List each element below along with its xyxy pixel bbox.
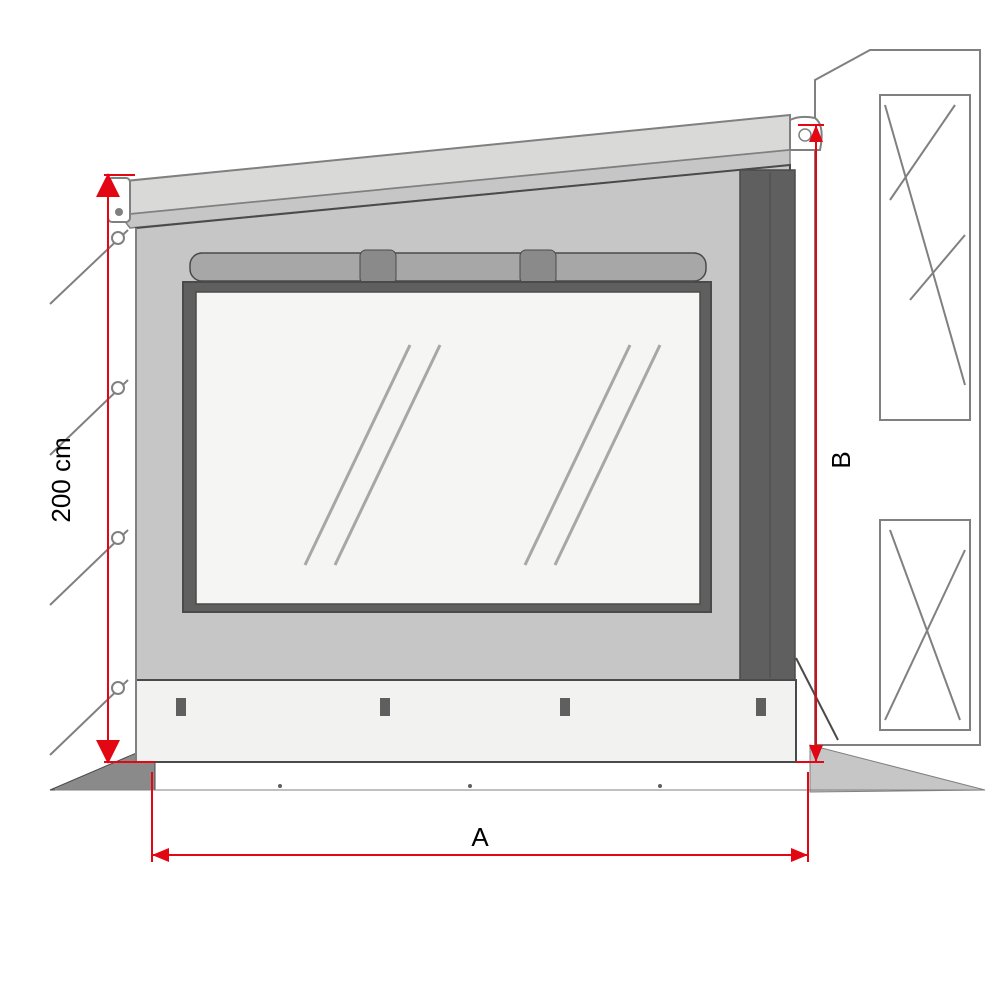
dimension-a: A <box>152 772 808 862</box>
skirt-flap-right <box>810 745 985 792</box>
roller-bar <box>190 250 706 284</box>
vehicle-side <box>815 50 980 745</box>
label-a: A <box>471 822 489 852</box>
skirt <box>136 680 796 788</box>
window-panel <box>183 282 711 612</box>
label-b: B <box>826 451 856 468</box>
label-200cm: 200 cm <box>46 437 76 522</box>
awning-diagram: 200 cm B A <box>0 0 1000 1000</box>
